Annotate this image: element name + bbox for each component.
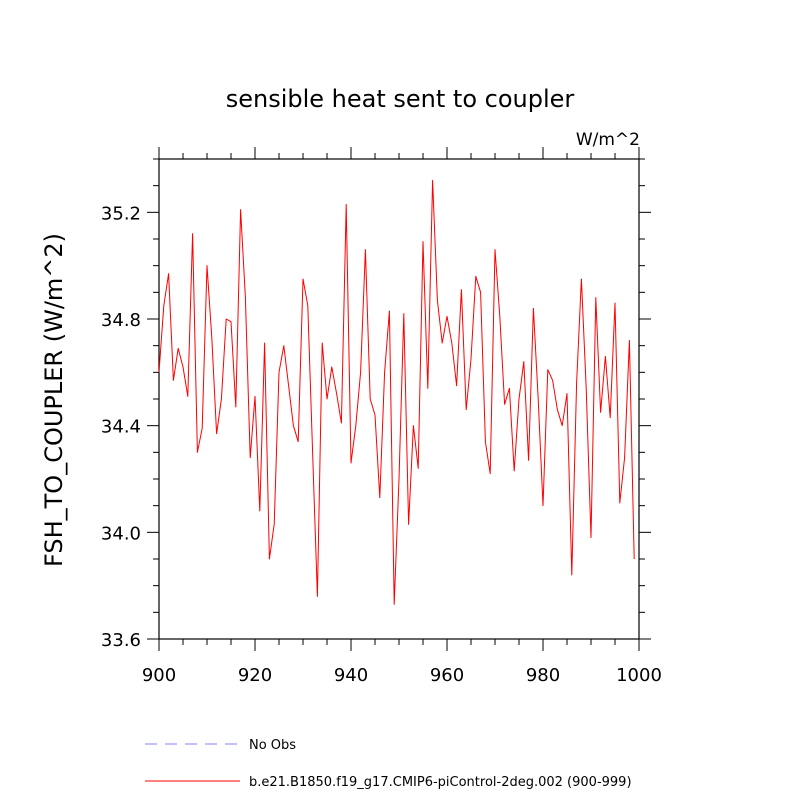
y-axis-label: FSH_TO_COUPLER (W/m^2) bbox=[40, 233, 68, 567]
y-tick-labels: 33.6 34.0 34.4 34.8 35.2 bbox=[101, 203, 141, 651]
x-tick-labels: 900 920 940 960 980 1000 bbox=[142, 665, 662, 686]
y-tick-label: 34.8 bbox=[101, 310, 141, 331]
x-tick-label: 1000 bbox=[616, 665, 662, 686]
y-tick-label: 35.2 bbox=[101, 203, 141, 224]
legend-label-model: b.e21.B1850.f19_g17.CMIP6-piControl-2deg… bbox=[249, 775, 632, 790]
y-tick-label: 33.6 bbox=[101, 630, 141, 651]
chart-title: sensible heat sent to coupler bbox=[226, 85, 575, 113]
y-tick-label: 34.4 bbox=[101, 417, 141, 438]
legend-label-no-obs: No Obs bbox=[249, 738, 296, 753]
units-label: W/m^2 bbox=[576, 130, 640, 150]
x-tick-label: 920 bbox=[238, 665, 272, 686]
y-tick-label: 34.0 bbox=[101, 523, 141, 544]
x-tick-label: 900 bbox=[142, 665, 176, 686]
x-tick-label: 940 bbox=[334, 665, 368, 686]
legend: No Obs b.e21.B1850.f19_g17.CMIP6-piContr… bbox=[145, 738, 632, 790]
x-tick-label: 960 bbox=[430, 665, 464, 686]
series-line-model bbox=[158, 179, 635, 605]
x-tick-label: 980 bbox=[526, 665, 560, 686]
axis-ticks bbox=[147, 147, 651, 651]
